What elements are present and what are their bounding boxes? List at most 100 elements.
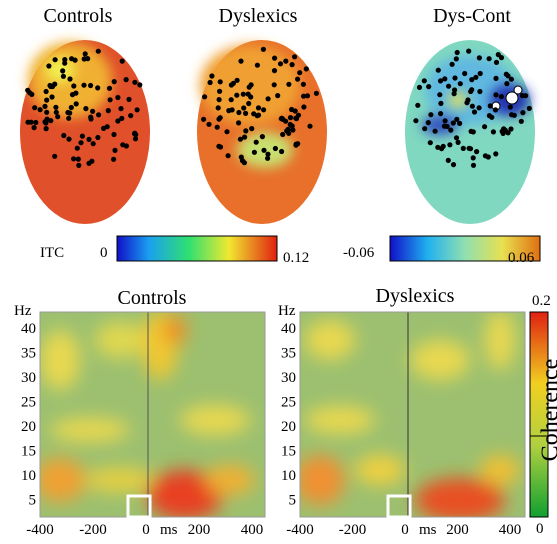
electrode xyxy=(53,57,58,62)
electrode xyxy=(218,79,223,84)
electrode xyxy=(111,132,116,137)
electrode xyxy=(488,103,493,108)
electrode xyxy=(235,78,240,83)
electrode xyxy=(266,96,271,101)
electrode xyxy=(504,81,509,86)
electrode xyxy=(217,89,222,94)
y-tick-label: 15 xyxy=(281,444,296,460)
electrode xyxy=(52,154,57,159)
y-tick-label: 35 xyxy=(21,346,36,362)
electrode xyxy=(44,110,49,115)
electrode xyxy=(288,115,293,120)
electrode xyxy=(512,113,517,118)
electrode xyxy=(290,127,295,132)
electrode xyxy=(101,126,106,131)
electrode xyxy=(78,140,83,145)
electrode xyxy=(499,94,504,99)
colorbar-max: 0.12 xyxy=(283,250,309,266)
electrode xyxy=(275,93,280,98)
electrode xyxy=(457,121,462,126)
electrode xyxy=(461,146,466,151)
electrode xyxy=(426,120,431,125)
electrode xyxy=(242,160,247,165)
electrode xyxy=(294,142,299,147)
electrode xyxy=(265,152,270,157)
electrode xyxy=(295,77,300,82)
electrode xyxy=(508,126,513,131)
y-tick-label: 5 xyxy=(29,493,37,509)
electrode xyxy=(108,97,113,102)
electrode xyxy=(289,107,294,112)
x-tick-label: 200 xyxy=(446,522,469,538)
electrode xyxy=(111,157,116,162)
electrode xyxy=(133,136,138,141)
electrode xyxy=(137,82,142,87)
electrode xyxy=(446,158,451,163)
y-tick-label: 30 xyxy=(21,370,36,386)
electrode xyxy=(451,120,456,125)
electrode xyxy=(293,116,298,121)
electrode xyxy=(91,141,96,146)
electrode xyxy=(132,80,137,85)
electrode xyxy=(454,135,459,140)
electrode xyxy=(236,110,241,115)
electrode xyxy=(261,47,266,52)
electrode xyxy=(238,59,243,64)
electrode xyxy=(472,109,477,114)
electrode xyxy=(494,60,499,65)
electrode xyxy=(491,129,496,134)
electrode xyxy=(120,59,125,64)
electrode xyxy=(55,114,60,119)
electrode xyxy=(62,57,67,62)
electrode xyxy=(428,140,433,145)
electrode xyxy=(209,73,214,78)
panel-title: Controls xyxy=(118,287,187,309)
electrode xyxy=(216,105,221,110)
electrode xyxy=(115,118,120,123)
x-tick-label: 200 xyxy=(188,522,211,538)
electrode xyxy=(242,135,247,140)
electrode xyxy=(95,135,100,140)
electrode xyxy=(454,56,459,61)
electrode xyxy=(83,51,88,56)
electrode xyxy=(433,129,438,134)
electrode xyxy=(61,74,66,79)
electrode xyxy=(33,120,38,125)
electrode xyxy=(455,50,460,55)
electrode xyxy=(49,94,54,99)
itc-colorbar xyxy=(117,236,277,261)
y-axis-label: Hz xyxy=(14,303,32,319)
electrode xyxy=(201,117,206,122)
electrode xyxy=(450,62,455,67)
electrode xyxy=(44,89,49,94)
y-tick-label: 15 xyxy=(21,444,36,460)
electrode xyxy=(90,109,95,114)
electrode xyxy=(251,111,256,116)
electrode xyxy=(452,75,457,80)
electrode xyxy=(523,93,528,98)
electrode xyxy=(76,163,81,168)
head-title: Dys-Cont xyxy=(433,5,511,27)
electrode xyxy=(25,88,30,93)
colorbar-max: 0.2 xyxy=(532,293,551,309)
electrode xyxy=(202,94,207,99)
y-tick-label: 35 xyxy=(281,346,296,362)
electrode xyxy=(83,106,88,111)
electrode xyxy=(118,106,123,111)
electrode xyxy=(442,76,447,81)
electrode xyxy=(422,126,427,131)
electrode xyxy=(474,149,479,154)
x-tick-label: -200 xyxy=(339,522,367,538)
y-tick-label: 20 xyxy=(21,419,36,435)
electrode xyxy=(470,104,475,109)
electrode xyxy=(478,71,483,76)
electrode xyxy=(218,144,223,149)
electrode xyxy=(112,148,117,153)
electrode xyxy=(86,137,91,142)
electrode xyxy=(69,105,74,110)
electrode xyxy=(486,154,491,159)
x-tick-label: 400 xyxy=(499,522,522,538)
electrode xyxy=(252,150,257,155)
electrode xyxy=(74,101,79,106)
colorbar-label: ITC xyxy=(40,245,64,261)
